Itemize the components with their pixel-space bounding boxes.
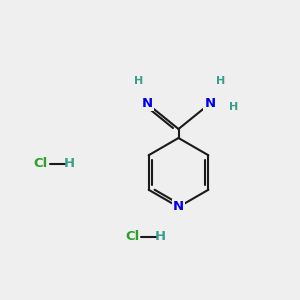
Text: H: H bbox=[155, 230, 166, 244]
Text: N: N bbox=[141, 97, 153, 110]
Text: H: H bbox=[134, 76, 143, 86]
Text: N: N bbox=[204, 97, 216, 110]
Text: H: H bbox=[216, 76, 225, 86]
Text: H: H bbox=[63, 157, 75, 170]
Text: Cl: Cl bbox=[125, 230, 139, 244]
Text: H: H bbox=[229, 101, 238, 112]
Text: Cl: Cl bbox=[33, 157, 48, 170]
Text: N: N bbox=[173, 200, 184, 214]
